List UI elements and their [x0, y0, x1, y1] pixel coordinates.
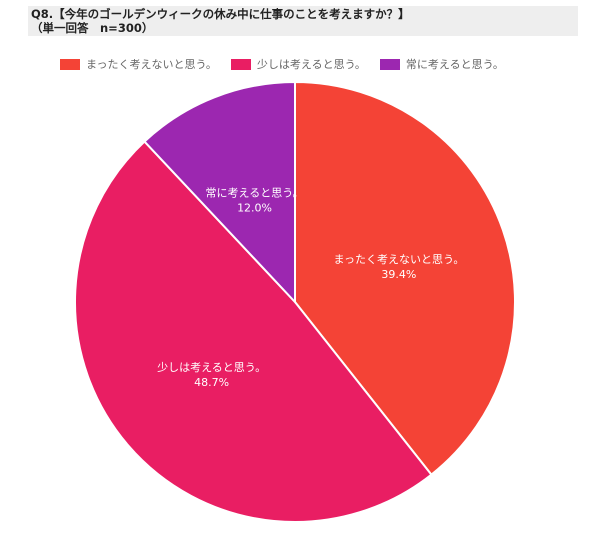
pie-slice-never[interactable] [294, 80, 516, 477]
chart-subtitle: （単一回答 n=300） [31, 21, 154, 35]
slice-value-never: 39.4% [381, 268, 416, 281]
legend-swatch-always [379, 58, 400, 70]
legend-item-always[interactable]: 常に考えると思う。 [379, 56, 504, 72]
chart-header: Q8.【今年のゴールデンウィークの休み中に仕事のことを考えますか？】 （単一回答… [28, 6, 578, 36]
slice-label-sometimes: 少しは考えると思う。 [157, 361, 266, 374]
legend-item-sometimes[interactable]: 少しは考えると思う。 [230, 56, 366, 72]
chart-legend: まったく考えないと思う。 少しは考えると思う。 常に考えると思う。 [60, 56, 518, 72]
legend-label-sometimes: 少しは考えると思う。 [256, 58, 366, 71]
slice-value-always: 12.0% [237, 202, 272, 215]
legend-item-never[interactable]: まったく考えないと思う。 [60, 56, 217, 72]
pie-slice-always[interactable] [143, 80, 296, 305]
pie-labels: まったく考えないと思う。 39.4% 少しは考えると思う。 48.7% 常に考えると思う… [157, 187, 464, 389]
legend-swatch-sometimes [230, 58, 251, 70]
legend-swatch-never [60, 58, 80, 70]
slice-value-sometimes: 48.7% [194, 376, 229, 389]
slice-label-always: 常に考えると思う。 [206, 187, 304, 200]
legend-label-always: 常に考えると思う。 [405, 58, 504, 71]
pie-slices [74, 80, 516, 524]
slice-label-never: まったく考えないと思う。 [333, 253, 464, 266]
pie-slice-sometimes[interactable] [74, 140, 433, 524]
legend-label-never: まったく考えないと思う。 [86, 58, 217, 71]
chart-title: Q8.【今年のゴールデンウィークの休み中に仕事のことを考えますか？】 [31, 7, 410, 21]
